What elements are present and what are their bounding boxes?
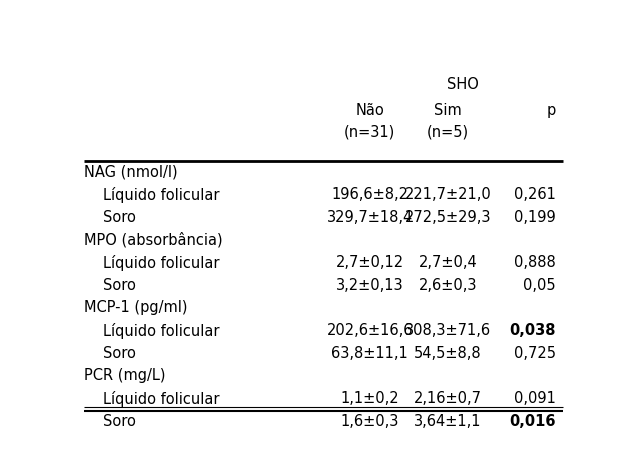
Text: 0,725: 0,725 — [514, 346, 556, 361]
Text: Líquido folicular: Líquido folicular — [103, 391, 220, 407]
Text: 0,016: 0,016 — [509, 414, 556, 428]
Text: 0,888: 0,888 — [514, 255, 556, 270]
Text: Não: Não — [355, 102, 384, 118]
Text: p: p — [546, 102, 556, 118]
Text: Soro: Soro — [103, 278, 136, 293]
Text: 2,7±0,4: 2,7±0,4 — [419, 255, 478, 270]
Text: MPO (absorbância): MPO (absorbância) — [84, 232, 222, 248]
Text: 2,7±0,12: 2,7±0,12 — [336, 255, 404, 270]
Text: (n=31): (n=31) — [345, 124, 396, 139]
Text: 329,7±18,4: 329,7±18,4 — [327, 210, 413, 225]
Text: 272,5±29,3: 272,5±29,3 — [405, 210, 492, 225]
Text: NAG (nmol/l): NAG (nmol/l) — [84, 164, 177, 180]
Text: 308,3±71,6: 308,3±71,6 — [405, 323, 491, 338]
Text: PCR (mg/L): PCR (mg/L) — [84, 368, 165, 383]
Text: 221,7±21,0: 221,7±21,0 — [404, 187, 492, 202]
Text: 1,1±0,2: 1,1±0,2 — [341, 391, 399, 406]
Text: 0,199: 0,199 — [514, 210, 556, 225]
Text: Líquido folicular: Líquido folicular — [103, 255, 220, 271]
Text: 63,8±11,1: 63,8±11,1 — [331, 346, 408, 361]
Text: 54,5±8,8: 54,5±8,8 — [415, 346, 482, 361]
Text: Líquido folicular: Líquido folicular — [103, 323, 220, 338]
Text: MCP-1 (pg/ml): MCP-1 (pg/ml) — [84, 301, 187, 316]
Text: Soro: Soro — [103, 346, 136, 361]
Text: (n=5): (n=5) — [427, 124, 469, 139]
Text: 3,64±1,1: 3,64±1,1 — [415, 414, 482, 428]
Text: 3,2±0,13: 3,2±0,13 — [336, 278, 404, 293]
Text: Sim: Sim — [434, 102, 462, 118]
Text: Soro: Soro — [103, 414, 136, 428]
Text: 0,261: 0,261 — [514, 187, 556, 202]
Text: 1,6±0,3: 1,6±0,3 — [341, 414, 399, 428]
Text: 196,6±8,2: 196,6±8,2 — [331, 187, 408, 202]
Text: 0,05: 0,05 — [523, 278, 556, 293]
Text: 0,038: 0,038 — [509, 323, 556, 338]
Text: SHO: SHO — [447, 77, 479, 92]
Text: Soro: Soro — [103, 210, 136, 225]
Text: 2,16±0,7: 2,16±0,7 — [414, 391, 482, 406]
Text: 202,6±16,6: 202,6±16,6 — [327, 323, 413, 338]
Text: Líquido folicular: Líquido folicular — [103, 187, 220, 203]
Text: 0,091: 0,091 — [514, 391, 556, 406]
Text: 2,6±0,3: 2,6±0,3 — [419, 278, 477, 293]
